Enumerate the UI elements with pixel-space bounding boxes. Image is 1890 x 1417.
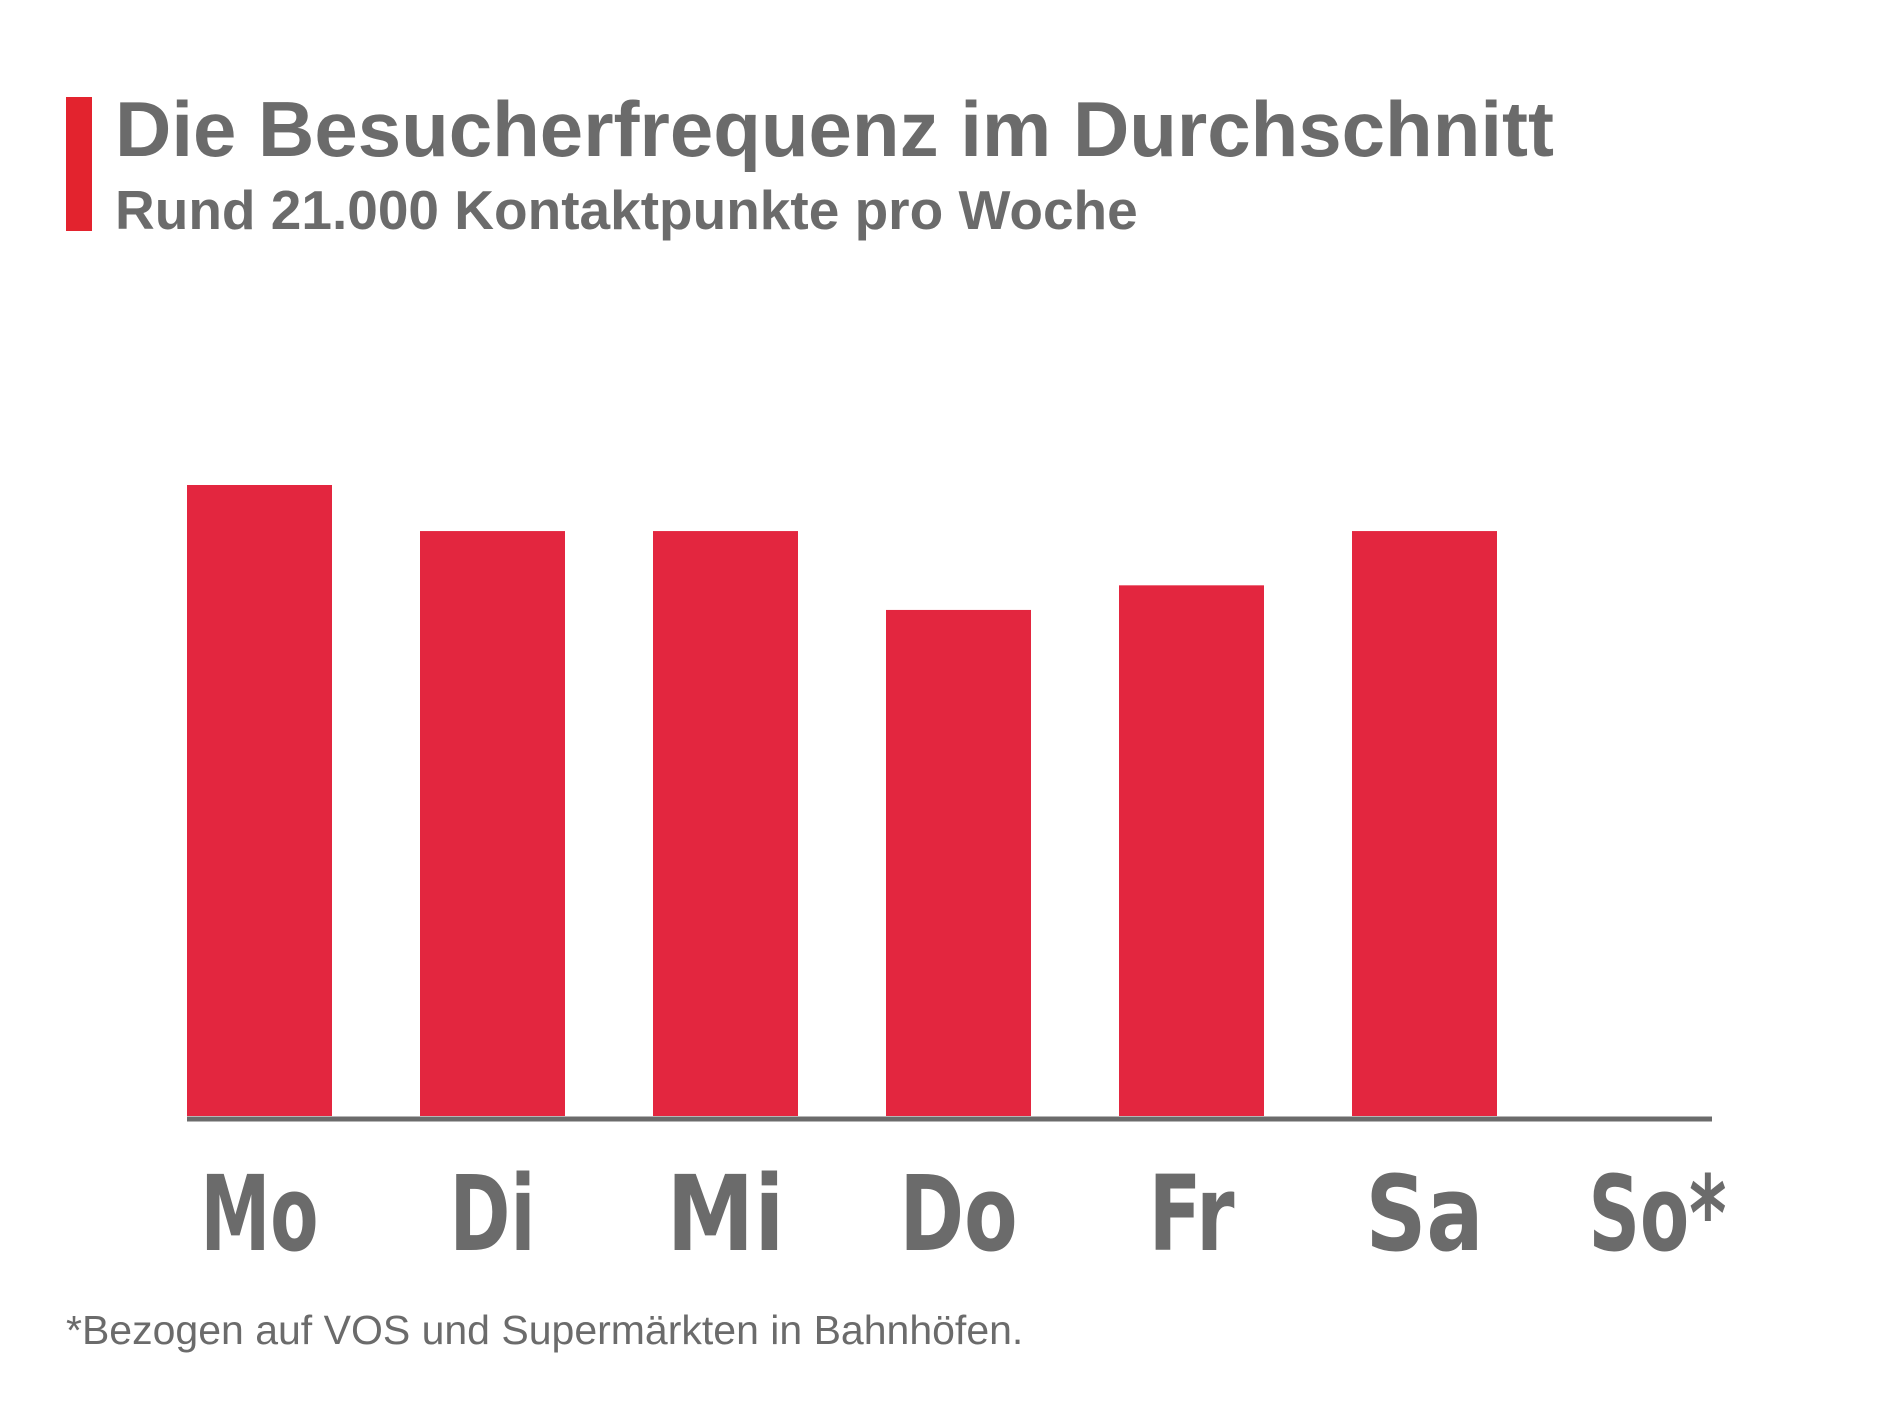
tick-label-mi: Mi xyxy=(667,1153,785,1275)
title-accent-bar xyxy=(66,97,92,231)
footnote: *Bezogen auf VOS und Supermärkten in Bah… xyxy=(66,1307,1024,1353)
tick-label-mo: Mo xyxy=(201,1153,319,1275)
tick-label-di: Di xyxy=(450,1153,536,1275)
x-tick-labels: Mo Di Mi Do Fr Sa So* xyxy=(201,1153,1727,1275)
bar-fr xyxy=(1119,585,1264,1116)
bar-sa xyxy=(1352,531,1497,1116)
bar-di xyxy=(420,531,565,1116)
page-title: Die Besucherfrequenz im Durchschnitt xyxy=(115,85,1554,173)
tick-label-so: So* xyxy=(1589,1153,1727,1275)
bar-mi xyxy=(653,531,798,1116)
bar-mo xyxy=(187,485,332,1116)
page-subtitle: Rund 21.000 Kontaktpunkte pro Woche xyxy=(115,179,1138,241)
bars-group xyxy=(187,485,1497,1116)
tick-label-sa: Sa xyxy=(1366,1153,1484,1275)
tick-label-do: Do xyxy=(900,1153,1018,1275)
tick-label-fr: Fr xyxy=(1149,1153,1235,1275)
bar-do xyxy=(886,609,1031,1116)
